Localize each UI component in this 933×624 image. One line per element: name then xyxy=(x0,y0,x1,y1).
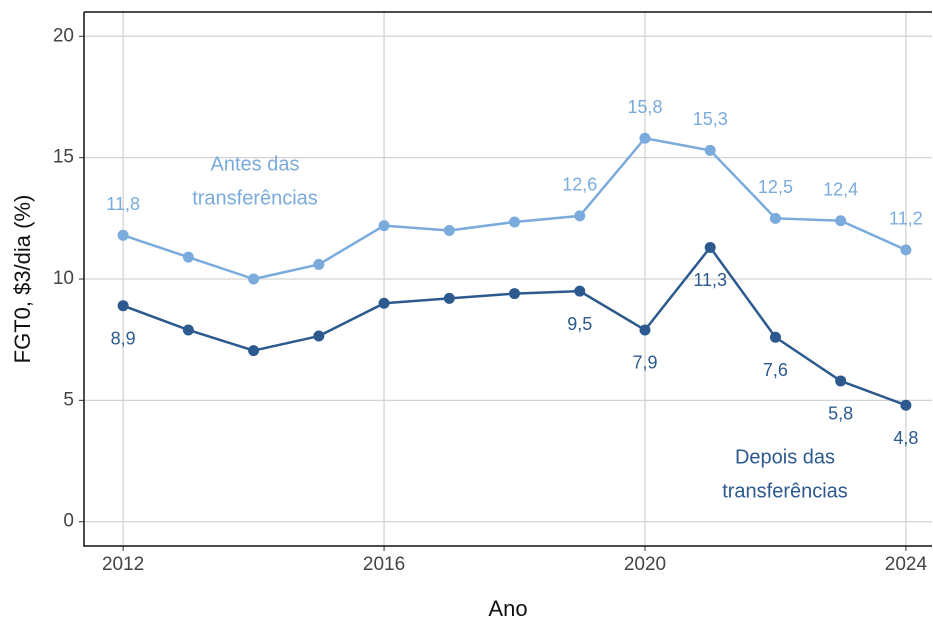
data-point xyxy=(313,258,325,270)
data-point xyxy=(117,229,129,241)
data-point xyxy=(182,251,194,263)
data-label: 5,8 xyxy=(828,404,853,424)
series-line xyxy=(122,245,907,407)
y-axis-title: FGT0, $3/dia (%) xyxy=(10,195,35,364)
series-annotation: transferências xyxy=(192,187,318,209)
data-point xyxy=(248,345,260,357)
data-label: 15,3 xyxy=(693,109,728,129)
data-point xyxy=(835,215,847,227)
x-tick-label: 2020 xyxy=(624,554,666,575)
y-tick-label: 5 xyxy=(63,389,74,410)
data-label: 12,4 xyxy=(823,179,858,199)
data-label: 8,9 xyxy=(111,328,136,348)
series-annotation: Depois das xyxy=(735,446,835,468)
plot-frame xyxy=(83,11,932,547)
y-tick-label: 15 xyxy=(53,147,74,168)
data-label: 7,6 xyxy=(763,360,788,380)
data-point xyxy=(443,224,455,236)
data-point xyxy=(769,212,781,224)
data-point xyxy=(900,399,912,411)
x-axis-title: Ano xyxy=(488,596,527,621)
data-label: 11,2 xyxy=(889,209,923,229)
data-point xyxy=(509,216,521,228)
data-point xyxy=(900,244,912,256)
x-tick-label: 2016 xyxy=(363,554,405,575)
data-point xyxy=(574,285,586,297)
data-point xyxy=(378,297,390,309)
data-label: 12,6 xyxy=(562,175,597,195)
x-tick-label: 2012 xyxy=(102,554,144,575)
data-point xyxy=(704,144,716,156)
data-point xyxy=(182,324,194,336)
data-point xyxy=(704,241,716,253)
data-point xyxy=(769,331,781,343)
data-point xyxy=(117,300,129,312)
data-label: 7,9 xyxy=(632,353,657,373)
data-point xyxy=(509,288,521,300)
y-tick-label: 20 xyxy=(53,25,74,46)
data-point xyxy=(313,330,325,342)
data-point xyxy=(835,375,847,387)
data-label: 4,8 xyxy=(893,428,918,448)
data-label: 12,5 xyxy=(758,177,793,197)
y-tick-label: 0 xyxy=(63,511,74,532)
data-point xyxy=(378,220,390,232)
x-tick-label: 2024 xyxy=(885,554,928,575)
data-point xyxy=(574,210,586,222)
series-annotation: transferências xyxy=(722,480,848,502)
data-point xyxy=(443,292,455,304)
data-label: 11,8 xyxy=(106,194,140,214)
data-label: 15,8 xyxy=(627,97,662,117)
y-tick-label: 10 xyxy=(53,268,74,289)
data-label: 11,3 xyxy=(693,270,727,290)
data-point xyxy=(639,132,651,144)
series-annotation: Antes das xyxy=(211,153,300,175)
data-point xyxy=(639,324,651,336)
data-point xyxy=(248,273,260,285)
data-label: 9,5 xyxy=(567,314,592,334)
